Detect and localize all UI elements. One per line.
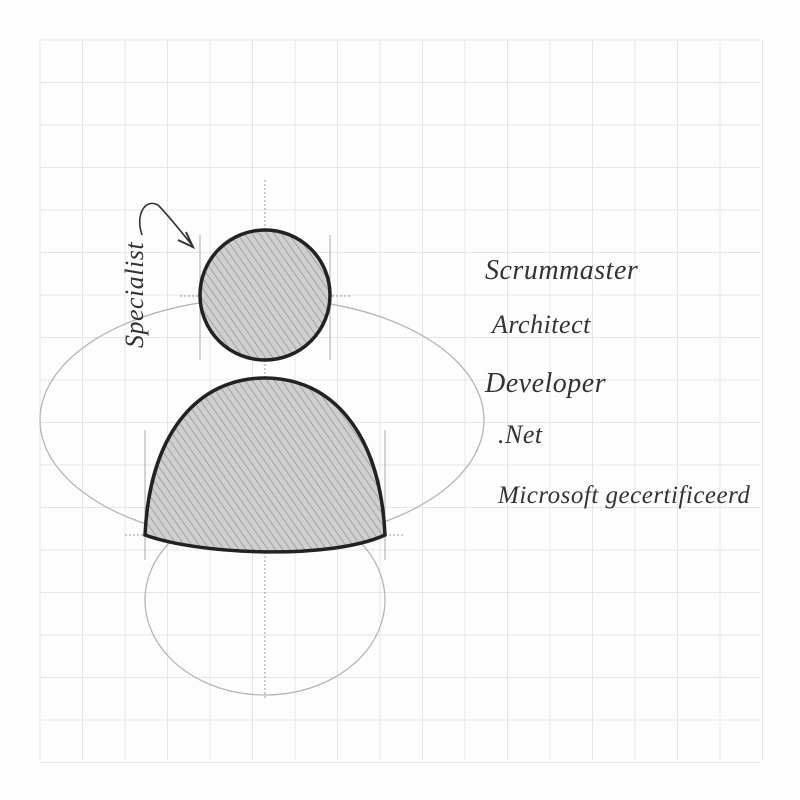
role-developer: Developer [485, 368, 607, 399]
body-dome [143, 376, 387, 554]
role-architect: Architect [492, 310, 591, 339]
specialist-label: Specialist [120, 241, 150, 349]
grid-paper [39, 39, 763, 763]
arrow-head-icon [177, 231, 196, 250]
role-microsoft-certified: Microsoft gecertificeerd [498, 482, 751, 509]
head-circle [198, 228, 332, 362]
role-scrummaster: Scrummaster [485, 255, 639, 286]
arrow-icon [138, 202, 193, 246]
role-dotnet: .Net [498, 420, 543, 449]
